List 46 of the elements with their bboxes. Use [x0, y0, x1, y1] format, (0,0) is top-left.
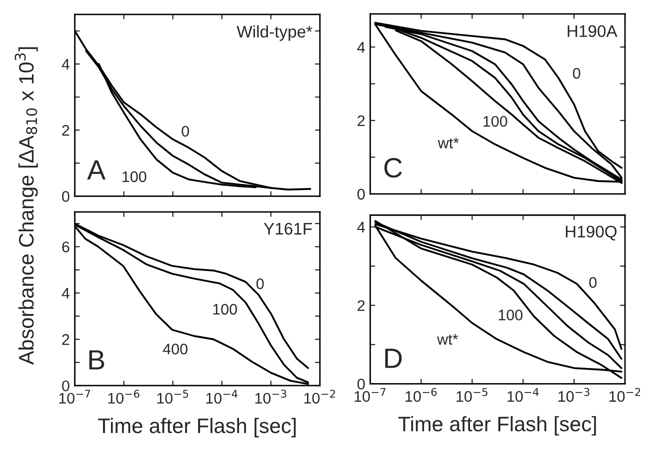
- annotation: 0: [182, 126, 190, 137]
- annotation: wt*: [438, 138, 459, 148]
- x-tick-label: 10$^{−4}$: [206, 390, 238, 404]
- annotation: 0: [589, 277, 597, 288]
- x-axis-title: Time after Flash [sec]: [398, 416, 596, 436]
- text: Wild-type*: [236, 25, 312, 41]
- annotation: 0: [572, 68, 580, 79]
- y-tick-label: 6: [62, 242, 70, 252]
- text: H190Q: [566, 226, 617, 240]
- annotation: 400: [162, 344, 188, 354]
- text: H190A: [568, 25, 618, 38]
- x-tick-label: 10$^{−2}$: [609, 388, 640, 402]
- y-tick-label: 4: [62, 59, 70, 70]
- text: Y161F: [264, 222, 312, 235]
- x-tick-label: 10$^{−5}$: [157, 390, 188, 404]
- x-tick-label: 10$^{−2}$: [304, 390, 336, 404]
- x-tick-label: 10$^{−7}$: [354, 388, 386, 402]
- annotation: B: [89, 350, 104, 370]
- x-tick-label: 10$^{−5}$: [456, 388, 488, 402]
- y-tick-label: 2: [358, 300, 365, 311]
- y-tick-label: 2: [62, 334, 70, 345]
- y-tick-label: 2: [62, 124, 70, 136]
- x-axis-title: Time after Flash [sec]: [98, 418, 296, 438]
- y-tick-label: 0: [357, 188, 365, 200]
- y-axis-title: Absorbance Change [ΔA$_{810}$ x 10$^{3}$]: [14, 47, 38, 365]
- y-tick-label: 2: [358, 115, 365, 126]
- x-tick-label: 10$^{−3}$: [255, 390, 286, 404]
- annotation: A: [87, 160, 106, 180]
- y-tick-label: 4: [357, 42, 365, 53]
- y-tick-label: 0: [62, 191, 70, 202]
- annotation: 100: [498, 310, 523, 320]
- annotation: 100: [213, 304, 237, 315]
- x-tick-label: 10$^{−3}$: [558, 388, 590, 402]
- y-tick-label: 0: [357, 378, 365, 390]
- annotation: 0: [256, 278, 264, 290]
- x-tick-label: 10$^{−6}$: [108, 390, 140, 404]
- x-tick-label: 10$^{−6}$: [406, 388, 437, 402]
- annotation: wt*: [437, 334, 458, 345]
- annotation: 100: [122, 171, 146, 182]
- annotation: C: [384, 158, 402, 178]
- y-tick-label: 4: [62, 288, 70, 299]
- x-tick-label: 10$^{−4}$: [508, 388, 539, 402]
- y-tick-label: 0: [62, 380, 70, 392]
- y-tick-label: 4: [357, 222, 365, 232]
- annotation: D: [385, 348, 402, 368]
- annotation: 100: [483, 116, 508, 127]
